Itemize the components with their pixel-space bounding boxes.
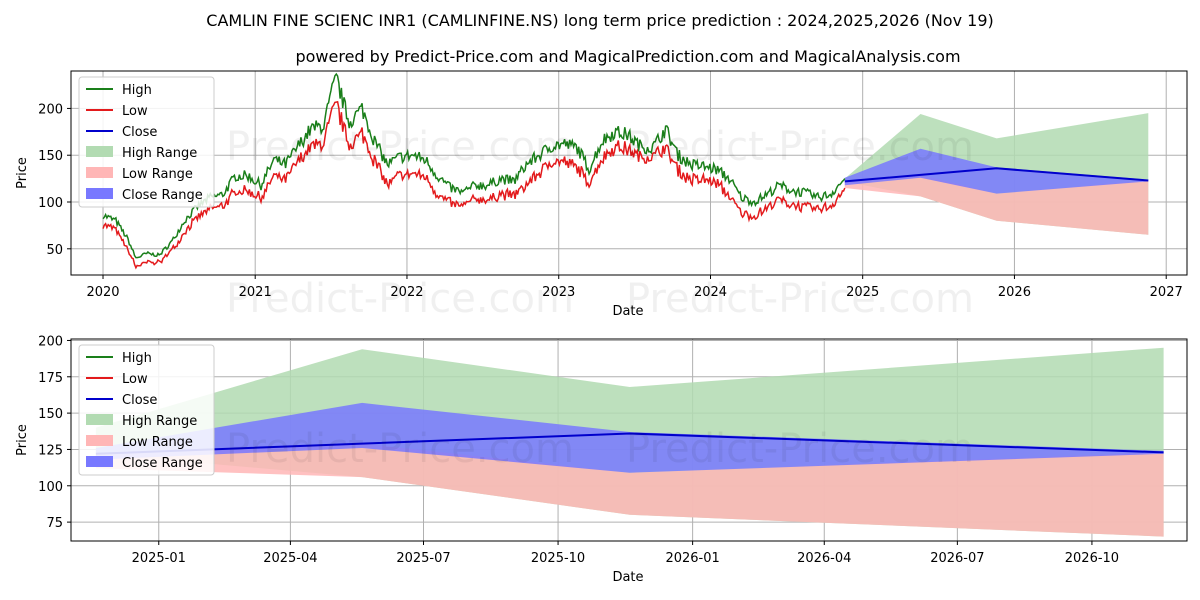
close-range-area <box>844 148 1149 194</box>
y-tick-label: 150 <box>38 407 63 422</box>
legend-label: Low Range <box>122 167 193 182</box>
chart-subtitle: powered by Predict-Price.com and Magical… <box>295 47 960 66</box>
plot-panel-2 <box>67 338 1188 545</box>
x-tick-label: 2027 <box>1150 285 1183 300</box>
close-range-area <box>95 402 1164 473</box>
y-axis-label: Price <box>15 157 30 189</box>
y-tick-label: 175 <box>38 371 63 386</box>
x-axis-label: Date <box>612 570 643 585</box>
legend-label: Low <box>122 372 148 387</box>
y-tick-label: 200 <box>38 334 63 349</box>
legend-label: Close Range <box>122 188 203 203</box>
low-range-area <box>95 443 1164 537</box>
legend-label: Close Range <box>122 456 203 471</box>
legend-label: High <box>122 351 152 366</box>
legend-label: Low <box>122 104 148 119</box>
legend-swatch <box>86 188 113 199</box>
y-tick-label: 150 <box>38 149 63 164</box>
low-range-area <box>844 174 1149 235</box>
close-forecast-line <box>95 432 1164 455</box>
watermark: Predict-Price.com <box>226 426 574 472</box>
watermark: Predict-Price.com <box>226 276 574 322</box>
watermark: Predict-Price.com <box>626 426 974 472</box>
legend-label: Low Range <box>122 435 193 450</box>
x-axis-label: Date <box>612 304 643 319</box>
watermark: Predict-Price.com <box>226 124 574 170</box>
x-tick-label: 2020 <box>86 285 119 300</box>
watermark: Predict-Price.com <box>626 124 974 170</box>
legend-label: High <box>122 83 152 98</box>
x-tick-label: 2022 <box>390 285 423 300</box>
y-tick-label: 50 <box>46 243 63 258</box>
plot-frame <box>70 70 1188 276</box>
legend-label: Close <box>122 125 157 140</box>
watermark: Predict-Price.com <box>626 276 974 322</box>
legend-label: High Range <box>122 414 197 429</box>
y-tick-label: 100 <box>38 196 63 211</box>
close-forecast-line <box>844 167 1149 183</box>
x-tick-label: 2025-01 <box>132 551 186 566</box>
legend-swatch <box>86 167 113 178</box>
x-tick-label: 2026-07 <box>930 551 984 566</box>
y-tick-label: 75 <box>46 516 63 531</box>
legend-swatch <box>86 414 113 425</box>
legend-swatch <box>86 456 113 467</box>
low-series-line <box>102 100 846 270</box>
x-tick-label: 2024 <box>694 285 727 300</box>
chart-title: CAMLIN FINE SCIENC INR1 (CAMLINFINE.NS) … <box>206 11 993 30</box>
legend-swatch <box>86 146 113 157</box>
y-axis-label: Price <box>15 424 30 456</box>
y-tick-label: 125 <box>38 443 63 458</box>
x-tick-label: 2026-10 <box>1065 551 1119 566</box>
x-tick-label: 2026-04 <box>797 551 851 566</box>
plot-panel-1 <box>67 70 1188 279</box>
x-tick-label: 2026 <box>998 285 1031 300</box>
legend-swatch <box>86 435 113 446</box>
x-tick-label: 2025-10 <box>531 551 585 566</box>
x-tick-label: 2025 <box>846 285 879 300</box>
x-tick-label: 2021 <box>239 285 272 300</box>
y-tick-label: 200 <box>38 102 63 117</box>
x-tick-label: 2025-04 <box>263 551 317 566</box>
plot-frame <box>70 338 1188 542</box>
y-tick-label: 100 <box>38 480 63 495</box>
legend-label: High Range <box>122 146 197 161</box>
x-tick-label: 2025-07 <box>396 551 450 566</box>
high-series-line <box>102 72 846 259</box>
legend-label: Close <box>122 393 157 408</box>
x-tick-label: 2023 <box>542 285 575 300</box>
x-tick-label: 2026-01 <box>665 551 719 566</box>
